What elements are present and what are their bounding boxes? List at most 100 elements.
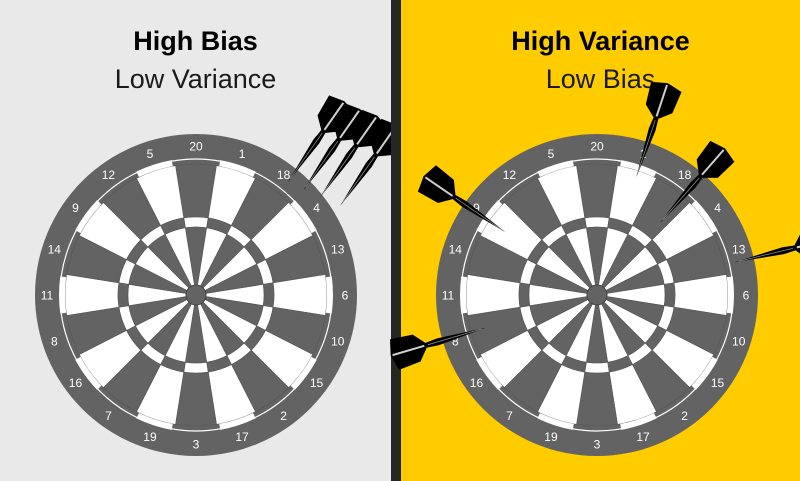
board-number: 10: [732, 335, 746, 349]
dart-flight-spine: [392, 344, 425, 357]
bullseye: [185, 284, 207, 306]
board-number: 16: [69, 376, 83, 390]
dart-shaft-highlight: [662, 177, 700, 221]
board-number: 16: [470, 376, 484, 390]
segment-double: [537, 412, 574, 430]
segment-treble: [584, 361, 610, 374]
dartboard-high-bias: 20 1 18 4 13 6 10 15 2 17 3 19 7 16 8 11 14 9 12 5: [35, 95, 408, 456]
board-number: 17: [636, 430, 650, 444]
dart-flight: [792, 224, 800, 260]
board-number: 14: [48, 242, 62, 256]
dart: [734, 224, 800, 263]
dart-barrel: [636, 117, 659, 178]
dart-flight-spine: [655, 84, 668, 117]
segment-double: [620, 160, 657, 178]
dart-flight-spine: [323, 102, 345, 131]
board-number: 15: [711, 376, 725, 390]
dart-shaft-highlight: [289, 132, 323, 180]
board-number: 3: [594, 438, 601, 452]
dart-flight-spine: [339, 110, 360, 139]
segment-double: [290, 356, 317, 390]
dart: [636, 81, 682, 178]
board-number: 11: [442, 289, 455, 303]
segment-treble: [584, 216, 610, 229]
board-number: 6: [743, 289, 750, 303]
segment-double: [537, 160, 574, 178]
dart-shaft-highlight: [427, 328, 482, 346]
dart-flight-spine: [356, 116, 377, 145]
dart-barrel: [734, 245, 796, 263]
dart-shaft-highlight: [322, 147, 356, 194]
segment-double: [290, 200, 317, 234]
board-number: 8: [452, 335, 459, 349]
board-number: 19: [143, 430, 157, 444]
right-subtitle: Low Bias: [545, 64, 656, 94]
left-title: High Bias: [133, 26, 258, 56]
dart: [389, 327, 486, 370]
right-panel: High Variance Low Bias 20 11 8 4 13 6 10 15 2 17 3…: [389, 0, 800, 481]
board-number: 10: [331, 335, 345, 349]
segment-treble: [518, 282, 531, 308]
board-number: 6: [342, 289, 349, 303]
board-number: 2: [681, 409, 688, 423]
dart-flight: [389, 334, 429, 370]
dart-shaft-highlight: [738, 247, 794, 262]
board-number: 9: [473, 201, 480, 215]
segment-double: [136, 412, 173, 430]
board-number: 4: [714, 201, 721, 215]
dart: [659, 140, 735, 223]
left-panel: High Bias Low Variance 20 1 1 8 4 13 6 10 15 2 1 7 3…: [0, 0, 408, 481]
segment-double: [460, 276, 468, 314]
segment-double: [476, 356, 503, 390]
board-number: 5: [548, 147, 555, 161]
segment-double: [136, 160, 173, 178]
board-number: 18: [277, 168, 291, 182]
board-number: 3: [193, 438, 200, 452]
board-number: 14: [449, 242, 463, 256]
segment-treble: [663, 282, 676, 308]
board-number: 11: [41, 289, 54, 303]
dart-flight-spine: [424, 176, 454, 197]
segment-double: [75, 356, 102, 390]
segment-treble: [262, 282, 275, 308]
board-number: 7: [506, 409, 513, 423]
board-number: 18: [678, 168, 692, 182]
panel-divider: [391, 0, 401, 481]
segment-double: [58, 276, 67, 314]
segment-double: [219, 412, 256, 430]
board-number: 9: [72, 201, 79, 215]
board-number: 8: [51, 335, 58, 349]
board-number: 13: [732, 242, 746, 256]
segment-treble: [183, 361, 209, 374]
dart-barrel: [425, 327, 486, 348]
board-number: 20: [189, 140, 203, 154]
board-number: 4: [313, 201, 320, 215]
segment-double: [726, 276, 734, 314]
dart-shaft-highlight: [342, 156, 375, 203]
left-subtitle: Low Variance: [114, 64, 277, 94]
segment-double: [476, 200, 503, 234]
board-number: 20: [590, 140, 604, 154]
segment-treble: [117, 282, 130, 308]
dart-flight-spine: [701, 149, 725, 176]
segment-double: [691, 200, 718, 234]
segment-double: [325, 276, 334, 314]
dart-shaft-highlight: [637, 120, 656, 174]
board-number: 1: [239, 147, 246, 161]
dart-shaft-highlight: [455, 197, 503, 231]
dart-shaft-highlight: [305, 140, 339, 188]
board-number: 15: [310, 376, 324, 390]
board-number: 13: [331, 242, 345, 256]
segment-double: [620, 412, 657, 430]
segment-double: [219, 160, 256, 178]
board-number: 2: [280, 409, 287, 423]
segment-double: [691, 356, 718, 390]
segment-treble: [183, 216, 209, 229]
right-title: High Variance: [511, 26, 690, 56]
board-number: 7: [105, 409, 112, 423]
board-number: 12: [503, 168, 517, 182]
bullseye: [586, 284, 608, 306]
